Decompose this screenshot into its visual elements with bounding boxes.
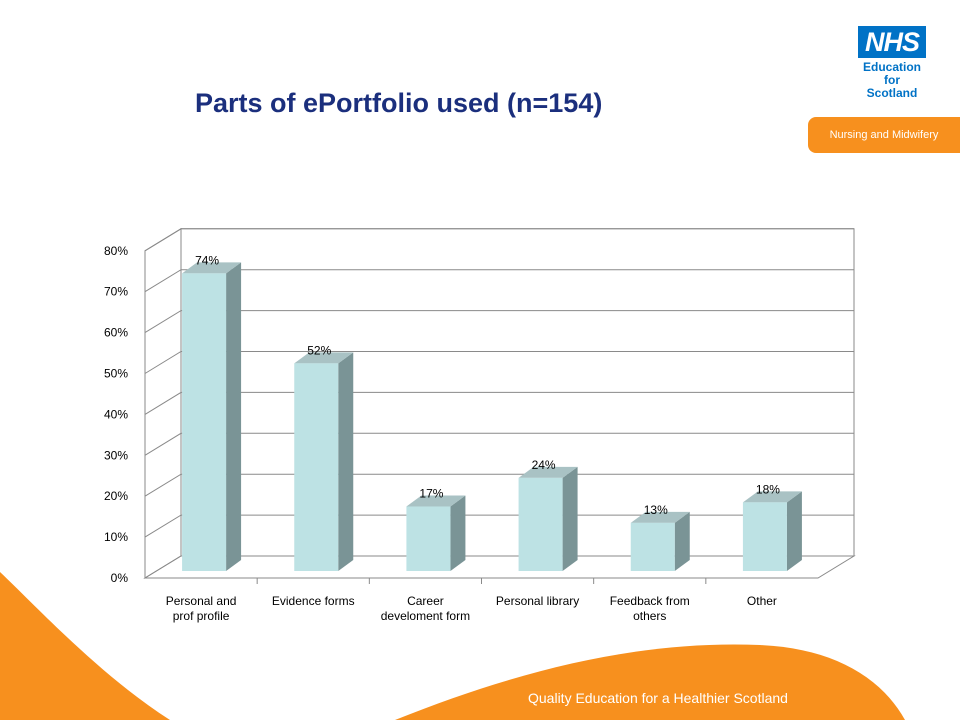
chart-title: Parts of ePortfolio used (n=154) [195,88,603,118]
gridline [144,269,854,293]
y-tick-label: 80% [104,244,128,258]
data-label: 18% [756,482,780,496]
bar-side [338,352,354,571]
bar-side [450,495,466,571]
x-tick-label: Personal and [166,594,237,608]
bar [742,491,802,571]
x-tick-label: prof profile [173,609,230,623]
logo-line: Scotland [866,86,918,100]
bar-front [630,522,675,571]
bar [406,495,466,571]
bar-top [182,262,242,274]
nhs-logo: NHS Education for Scotland [856,26,936,106]
gridline [144,228,854,252]
x-tick-label: Career [407,594,444,608]
bar-front [518,477,563,571]
gridline [144,391,854,415]
bar-front [182,273,227,571]
bar [182,262,242,571]
bar-front [406,506,451,571]
data-label: 17% [419,486,443,500]
bar-side [562,466,578,571]
y-tick-label: 0% [111,571,129,585]
y-tick-label: 50% [104,367,128,381]
bar [630,511,690,571]
gridline [144,351,854,374]
logo-line: Education [862,60,921,74]
nhs-logo-mark: NHS [858,26,926,58]
logo-line: for [884,73,900,87]
y-tick-label: 40% [104,407,128,421]
x-tick-label: develoment form [381,609,470,623]
x-tick-label: Personal library [496,594,579,608]
bar-top [294,352,354,364]
data-label: 24% [532,458,556,472]
y-tick-label: 10% [104,530,128,544]
bar-front [294,363,339,571]
bar-side [674,511,690,571]
data-label: 13% [644,503,668,517]
gridline [144,555,854,579]
y-tick-label: 60% [104,326,128,340]
bar [294,352,354,571]
y-tick-label: 70% [104,285,128,299]
y-tick-label: 30% [104,448,128,462]
gridline [144,473,854,497]
footer-tagline: Quality Education for a Healthier Scotla… [528,690,788,706]
bar [518,466,578,571]
data-label: 52% [307,343,331,357]
gridline [144,514,854,538]
x-tick-label: Other [747,594,777,608]
data-label: 74% [195,253,219,267]
gridline [144,310,854,334]
bar-top [630,511,690,523]
x-tick-label: Evidence forms [272,594,355,608]
bar-top [518,466,578,478]
bar-side [786,491,802,571]
x-tick-label: Feedback from [610,594,690,608]
bar-top [742,491,802,503]
gridline [144,432,854,456]
bar-front [742,502,787,571]
bar-top [406,495,466,507]
nursing-midwifery-tab: Nursing and Midwifery [808,117,960,153]
bar-side [226,262,242,571]
x-tick-label: others [633,609,666,623]
y-tick-label: 20% [104,489,128,503]
